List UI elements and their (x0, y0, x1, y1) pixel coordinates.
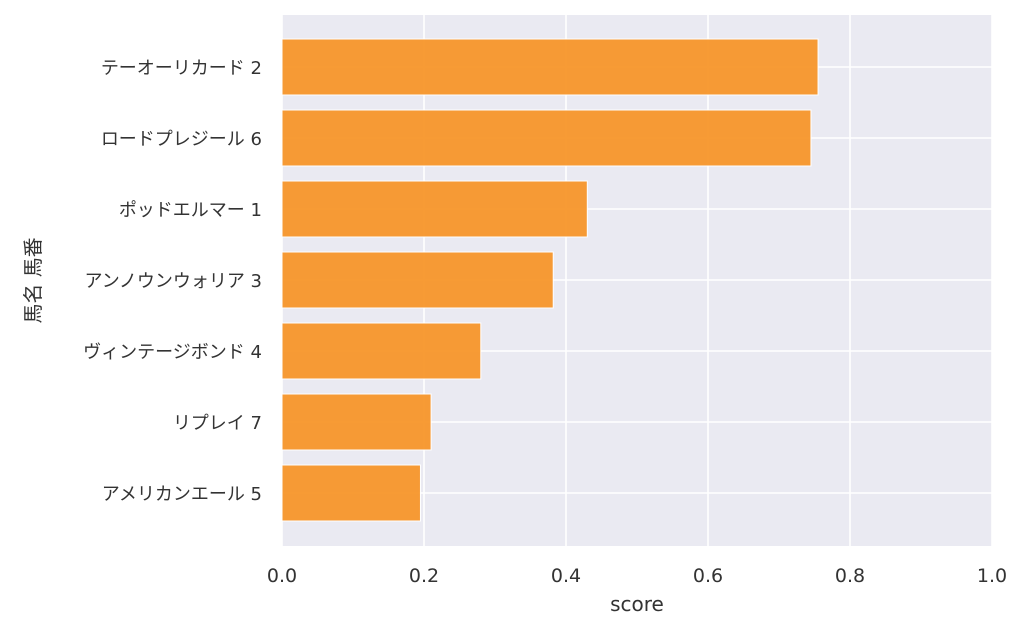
bars (281, 38, 819, 522)
y-category-label: アンノウンウォリア 3 (84, 271, 262, 292)
bar (281, 109, 812, 167)
bar (281, 322, 482, 380)
bar (281, 38, 819, 96)
y-axis-title: 馬名 馬番 (21, 237, 45, 323)
x-tick-label: 0.0 (267, 565, 297, 587)
x-axis-title: score (610, 592, 664, 616)
x-tick-label: 1.0 (977, 565, 1007, 587)
bar (281, 393, 432, 451)
x-tick-label: 0.8 (835, 565, 865, 587)
bar (281, 464, 421, 522)
x-tick-label: 0.2 (409, 565, 439, 587)
y-category-label: アメリカンエール 5 (102, 484, 262, 505)
y-category-label: リプレイ 7 (173, 413, 262, 434)
x-tick-labels: 0.0 0.2 0.4 0.6 0.8 1.0 (267, 565, 1007, 587)
bar (281, 180, 588, 238)
y-category-label: ロードプレジール 6 (101, 129, 262, 150)
x-tick-label: 0.6 (693, 565, 723, 587)
y-category-labels: テーオーリカード 2 ロードプレジール 6 ポッドエルマー 1 アンノウンウォリア 3… (83, 58, 262, 505)
bar (281, 251, 554, 309)
y-category-label: テーオーリカード 2 (101, 58, 262, 79)
x-tick-label: 0.4 (551, 565, 581, 587)
y-category-label: ポッドエルマー 1 (119, 200, 262, 221)
y-category-label: ヴィンテージボンド 4 (83, 342, 262, 363)
